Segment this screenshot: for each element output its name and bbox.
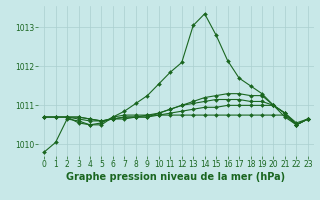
X-axis label: Graphe pression niveau de la mer (hPa): Graphe pression niveau de la mer (hPa) bbox=[67, 172, 285, 182]
